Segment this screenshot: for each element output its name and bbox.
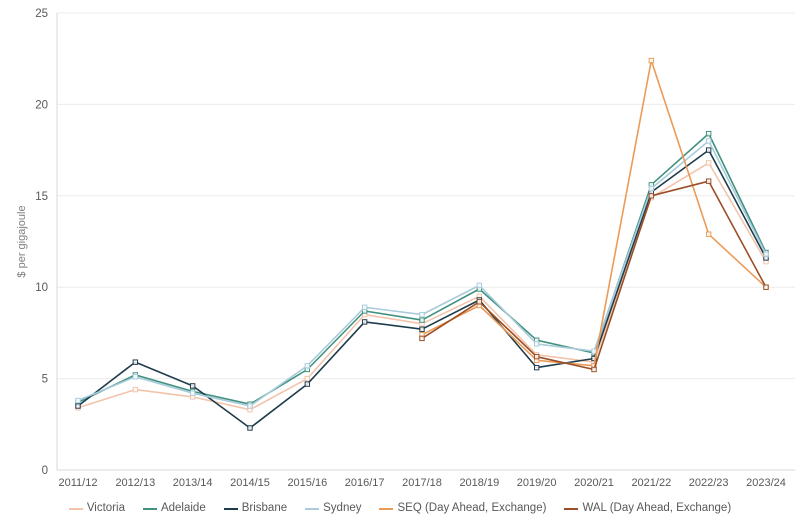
series-marker-brisbane bbox=[247, 425, 253, 431]
legend-label-sydney: Sydney bbox=[323, 502, 362, 515]
series-marker-wal-day-ahead-exchange bbox=[591, 366, 597, 373]
x-tick-label: 2014/15 bbox=[230, 477, 270, 489]
series-line-victoria bbox=[77, 162, 767, 411]
x-tick-label: 2019/20 bbox=[517, 477, 557, 489]
series-marker-brisbane bbox=[419, 326, 425, 332]
legend-item-adelaide: Adelaide bbox=[142, 502, 206, 515]
x-tick-label: 2015/16 bbox=[287, 477, 327, 489]
series-marker-wal-day-ahead-exchange bbox=[705, 178, 712, 184]
line-chart: 0 5 10 15 20 25 $ per gigajoule 2011/12 2012/13 2… bbox=[16, 8, 795, 489]
series-marker-sydney bbox=[705, 138, 712, 144]
series-marker-sydney bbox=[476, 282, 483, 289]
series-marker-victoria bbox=[304, 375, 311, 382]
series-marker-sydney bbox=[763, 251, 769, 257]
legend-label-victoria: Victoria bbox=[86, 502, 125, 515]
legend-label-wal-day-ahead-exchange: WAL (Day Ahead, Exchange) bbox=[582, 502, 732, 515]
series-marker-brisbane bbox=[304, 381, 311, 387]
series-marker-victoria bbox=[705, 160, 712, 166]
x-tick-label: 2023/24 bbox=[746, 477, 786, 489]
legend-item-brisbane: Brisbane bbox=[223, 502, 288, 515]
series-marker-sydney bbox=[648, 185, 655, 192]
legend-item-sydney: Sydney bbox=[305, 503, 361, 515]
legend-swatch-seq-day-ahead-exchange bbox=[379, 508, 394, 510]
series-marker-sydney bbox=[75, 397, 81, 404]
series-marker-seq-day-ahead-exchange bbox=[705, 231, 712, 237]
legend-item-wal-day-ahead-exchange: WAL (Day Ahead, Exchange) bbox=[564, 503, 731, 515]
series-line-adelaide bbox=[77, 132, 767, 405]
series-marker-brisbane bbox=[75, 403, 81, 409]
chart-legend: Victoria Adelaide Brisbane Sydney SEQ (Day A… bbox=[0, 497, 800, 521]
series-marker-brisbane bbox=[591, 355, 597, 362]
series-marker-brisbane bbox=[189, 383, 196, 389]
series-marker-adelaide bbox=[705, 130, 712, 137]
series-line-brisbane bbox=[77, 149, 767, 429]
series-marker-sydney bbox=[419, 311, 425, 318]
series-marker-victoria bbox=[132, 386, 139, 393]
x-tick-label: 2022/23 bbox=[689, 477, 729, 489]
series-marker-wal-day-ahead-exchange bbox=[533, 353, 540, 360]
legend-item-seq-day-ahead-exchange: SEQ (Day Ahead, Exchange) bbox=[379, 503, 546, 515]
series-marker-brisbane bbox=[705, 147, 712, 153]
series-marker-adelaide bbox=[419, 317, 425, 323]
legend-swatch-adelaide bbox=[142, 508, 157, 510]
series-line-sydney bbox=[77, 140, 767, 407]
x-tick-label: 2020/21 bbox=[574, 477, 614, 489]
x-tick-label: 2018/19 bbox=[459, 477, 499, 489]
series-marker-wal-day-ahead-exchange bbox=[763, 284, 769, 290]
y-axis-title: $ per gigajoule bbox=[16, 205, 28, 277]
series-marker-sydney bbox=[591, 348, 597, 354]
series-marker-sydney bbox=[189, 390, 196, 396]
legend-label-brisbane: Brisbane bbox=[241, 502, 288, 515]
y-tick-label: 25 bbox=[35, 8, 48, 20]
legend-item-victoria: Victoria bbox=[68, 502, 125, 515]
y-tick-label: 20 bbox=[35, 99, 48, 111]
series-marker-brisbane bbox=[533, 364, 540, 371]
series-line-wal-day-ahead-exchange bbox=[421, 180, 767, 371]
series-line-seq-day-ahead-exchange bbox=[421, 59, 767, 367]
series-marker-wal-day-ahead-exchange bbox=[476, 299, 483, 305]
legend-label-seq-day-ahead-exchange: SEQ (Day Ahead, Exchange) bbox=[397, 502, 547, 515]
x-tick-label: 2016/17 bbox=[345, 477, 385, 489]
y-tick-label: 15 bbox=[35, 191, 48, 203]
x-tick-label: 2012/13 bbox=[115, 477, 155, 489]
x-tick-label: 2013/14 bbox=[173, 477, 213, 489]
legend-swatch-wal-day-ahead-exchange bbox=[564, 508, 579, 510]
series-marker-sydney bbox=[533, 341, 540, 347]
x-tick-label: 2017/18 bbox=[402, 477, 442, 489]
legend-swatch-brisbane bbox=[223, 508, 238, 510]
series-marker-sydney bbox=[247, 403, 253, 409]
x-tick-label: 2011/12 bbox=[59, 477, 98, 489]
series-marker-brisbane bbox=[132, 359, 139, 365]
y-tick-label: 5 bbox=[42, 374, 48, 386]
series-marker-wal-day-ahead-exchange bbox=[648, 193, 655, 199]
legend-label-adelaide: Adelaide bbox=[160, 502, 206, 515]
series-marker-sydney bbox=[132, 374, 139, 380]
series-marker-seq-day-ahead-exchange bbox=[648, 57, 655, 64]
x-tick-label: 2021/22 bbox=[631, 477, 671, 489]
series-marker-sydney bbox=[304, 363, 311, 369]
series-marker-sydney bbox=[361, 304, 368, 311]
y-tick-label: 10 bbox=[35, 282, 48, 294]
series-marker-wal-day-ahead-exchange bbox=[419, 335, 425, 342]
series-marker-brisbane bbox=[361, 319, 368, 325]
legend-swatch-victoria bbox=[68, 508, 83, 510]
y-tick-label: 0 bbox=[42, 465, 48, 477]
legend-swatch-sydney bbox=[305, 508, 320, 510]
